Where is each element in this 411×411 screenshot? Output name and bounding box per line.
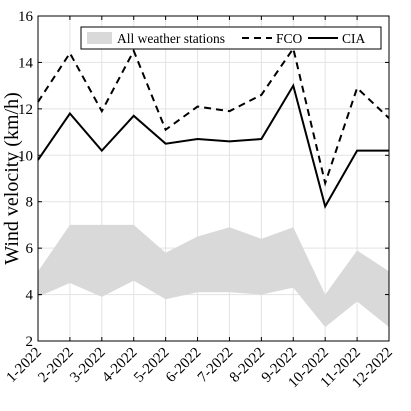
- series-line-fco: [37, 46, 390, 187]
- y-tick-label: 14: [18, 55, 34, 71]
- legend-box: [80, 26, 382, 50]
- x-tick-label: 8-2022: [227, 345, 268, 386]
- series-line-cia: [37, 83, 389, 209]
- legend-band-swatch: [87, 32, 112, 44]
- band-area-all-weather-stations: [38, 224, 389, 328]
- y-tick-label: 4: [26, 288, 34, 304]
- x-tick-label: 2-2022: [35, 345, 76, 386]
- y-tick-label: 6: [26, 241, 34, 257]
- plot-frame: [37, 15, 390, 342]
- y-tick-label: 10: [18, 148, 33, 164]
- x-tick-label: 7-2022: [195, 345, 236, 386]
- y-tick-label: 16: [18, 9, 34, 25]
- y-axis-label-group: Wind velocity (km/h): [1, 92, 23, 265]
- series-layer: [37, 46, 390, 209]
- y-tick-label: 8: [26, 195, 34, 211]
- x-tick-label: 3-2022: [67, 345, 108, 386]
- x-tick-label: 1-2022: [3, 345, 44, 386]
- x-tick-label: 6-2022: [163, 345, 204, 386]
- legend: All weather stations FCO CIA: [80, 26, 382, 50]
- x-tick-label: 5-2022: [131, 345, 172, 386]
- legend-cia-label: CIA: [342, 31, 366, 46]
- x-tick-label: 4-2022: [99, 345, 140, 386]
- y-axis-label: Wind velocity (km/h): [1, 92, 23, 265]
- y-tick-label: 2: [26, 334, 34, 350]
- y-tick-label: 12: [18, 102, 33, 118]
- band-layer: [38, 224, 389, 328]
- axis-ticks: 2 4 6 8 10 12 14 16 1-20222-20223-20224-20225-20…: [3, 9, 395, 391]
- legend-fco-label: FCO: [276, 31, 303, 46]
- legend-band-label: All weather stations: [117, 31, 225, 46]
